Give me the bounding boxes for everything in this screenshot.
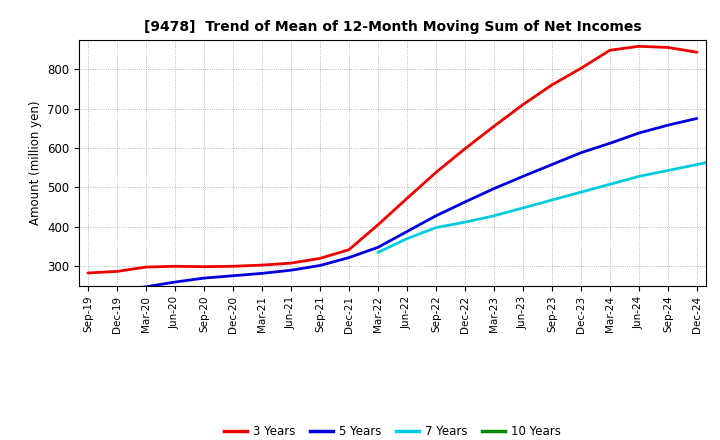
Legend: 3 Years, 5 Years, 7 Years, 10 Years: 3 Years, 5 Years, 7 Years, 10 Years <box>219 420 566 440</box>
Title: [9478]  Trend of Mean of 12-Month Moving Sum of Net Incomes: [9478] Trend of Mean of 12-Month Moving … <box>143 20 642 34</box>
Y-axis label: Amount (million yen): Amount (million yen) <box>29 101 42 225</box>
